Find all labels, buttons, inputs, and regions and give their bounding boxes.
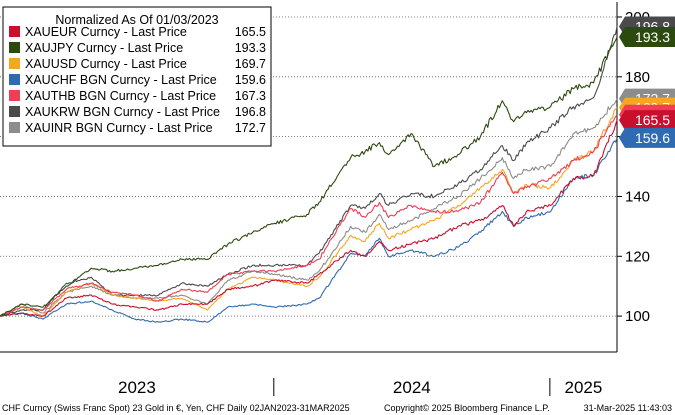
- legend-last-value: 159.6: [235, 73, 266, 87]
- last-value-tag-label: 159.6: [635, 130, 670, 146]
- last-value-tag-label: 193.3: [635, 29, 670, 45]
- legend-swatch: [9, 122, 20, 133]
- footer-copyright: Copyright© 2025 Bloomberg Finance L.P.: [384, 403, 550, 413]
- last-value-tag-label: 165.5: [635, 112, 670, 128]
- last-value-tag: [619, 127, 675, 148]
- last-value-tag: [619, 27, 675, 48]
- series-line: [0, 26, 618, 317]
- series-line: [0, 98, 618, 317]
- series-lines: [0, 26, 618, 323]
- legend-series-name: XAUTHB BGN Curncy - Last Price: [25, 89, 216, 103]
- legend: Normalized As Of 01/03/2023 XAUEUR Curnc…: [2, 6, 272, 147]
- last-value-tag: [619, 110, 675, 131]
- legend-swatch: [9, 90, 20, 101]
- x-year-label: 2024: [393, 378, 431, 397]
- y-tick-label: 100: [625, 308, 650, 325]
- y-tick-label: 140: [625, 188, 650, 205]
- series-line: [0, 120, 618, 317]
- legend-series-name: XAUEUR Curncy - Last Price: [25, 25, 187, 39]
- series-line: [0, 36, 618, 317]
- x-year-label: 2023: [118, 378, 156, 397]
- legend-series-name: XAUINR BGN Curncy - Last Price: [25, 121, 213, 135]
- y-tick-label: 180: [625, 69, 650, 86]
- footer: CHF Curncy (Swiss Franc Spot) 23 Gold in…: [2, 403, 672, 413]
- legend-swatch: [9, 26, 20, 37]
- legend-series-name: XAUCHF BGN Curncy - Last Price: [25, 73, 217, 87]
- legend-last-value: 167.3: [235, 89, 266, 103]
- series-line: [0, 114, 618, 317]
- footer-timestamp: 31-Mar-2025 11:43:03: [584, 403, 672, 413]
- legend-last-value: 193.3: [235, 41, 266, 55]
- series-line: [0, 137, 618, 323]
- footer-source: CHF Curncy (Swiss Franc Spot) 23 Gold in…: [2, 403, 350, 413]
- legend-swatch: [9, 58, 20, 69]
- legend-last-value: 172.7: [235, 121, 266, 135]
- legend-series-name: XAUJPY Curncy - Last Price: [25, 41, 183, 55]
- legend-last-value: 169.7: [235, 57, 266, 71]
- legend-box: [2, 6, 272, 147]
- y-tick-label: 120: [625, 248, 650, 265]
- legend-swatch: [9, 74, 20, 85]
- legend-series-name: XAUUSD Curncy - Last Price: [25, 57, 187, 71]
- legend-series-name: XAUKRW BGN Curncy - Last Price: [25, 105, 220, 119]
- legend-last-value: 165.5: [235, 25, 266, 39]
- legend-title: Normalized As Of 01/03/2023: [55, 13, 218, 27]
- legend-swatch: [9, 42, 20, 53]
- legend-last-value: 196.8: [235, 105, 266, 119]
- x-year-label: 2025: [565, 378, 603, 397]
- legend-swatch: [9, 106, 20, 117]
